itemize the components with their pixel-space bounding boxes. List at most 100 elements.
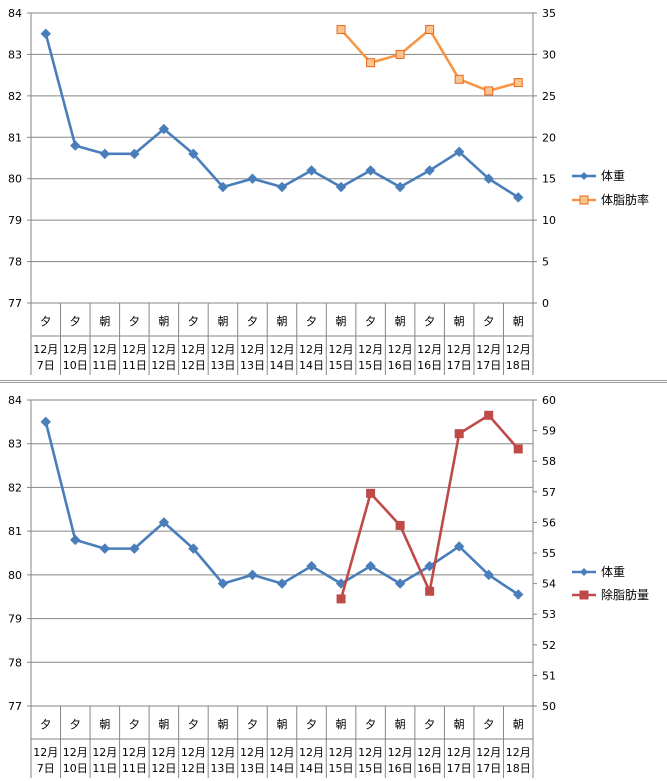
period-label: 朝 — [217, 315, 228, 328]
period-label: 朝 — [454, 315, 465, 328]
data-point — [365, 165, 376, 176]
data-point — [366, 488, 376, 498]
y2-tick-label: 5 — [542, 256, 549, 269]
data-point — [70, 534, 81, 546]
data-point — [188, 148, 199, 160]
date-label-month: 12月 — [506, 746, 531, 759]
date-label-month: 12月 — [270, 746, 295, 759]
legend-marker — [579, 590, 589, 600]
date-label-month: 12月 — [476, 343, 501, 356]
data-point — [453, 146, 465, 157]
series-line — [44, 421, 519, 596]
date-label-day: 10日 — [63, 762, 88, 775]
data-point — [483, 173, 494, 184]
data-point — [40, 28, 51, 39]
date-label-day: 16日 — [417, 359, 442, 372]
y2-tick-label: 50 — [542, 700, 556, 713]
date-label-month: 12月 — [329, 343, 354, 356]
date-label-day: 11日 — [122, 359, 147, 372]
y2-tick-label: 35 — [542, 7, 556, 20]
period-label: 夕 — [247, 718, 258, 731]
date-label-day: 17日 — [476, 359, 501, 372]
data-point — [276, 181, 288, 193]
data-point — [99, 148, 111, 160]
date-label-month: 12月 — [92, 343, 117, 356]
period-label: 朝 — [336, 315, 347, 328]
date-label-month: 12月 — [506, 343, 531, 356]
date-label-month: 12月 — [417, 343, 442, 356]
y2-tick-label: 0 — [542, 297, 549, 310]
date-label-day: 10日 — [63, 359, 88, 372]
period-label: 夕 — [483, 315, 494, 328]
data-point — [335, 181, 347, 193]
legend-marker — [580, 568, 588, 576]
y-tick-label: 77 — [8, 700, 22, 713]
data-point — [306, 165, 317, 176]
period-label: 夕 — [424, 315, 435, 328]
data-point — [188, 543, 199, 554]
period-label: 朝 — [158, 718, 169, 731]
chart-separator — [0, 380, 667, 383]
data-point — [247, 173, 258, 184]
y2-tick-label: 58 — [542, 455, 556, 468]
date-label-day: 15日 — [329, 359, 354, 372]
y2-tick-label: 51 — [542, 669, 556, 682]
period-label: 夕 — [306, 718, 317, 731]
period-label: 夕 — [365, 315, 376, 328]
date-label-day: 18日 — [506, 359, 531, 372]
data-point — [394, 181, 406, 193]
date-label-month: 12月 — [240, 343, 265, 356]
y-tick-label: 78 — [8, 256, 22, 269]
y2-tick-label: 59 — [542, 425, 556, 438]
y-tick-label: 83 — [8, 48, 22, 61]
y-tick-label: 81 — [8, 525, 22, 538]
data-point — [513, 444, 523, 454]
y2-tick-label: 57 — [542, 486, 556, 499]
data-point — [217, 181, 229, 193]
date-label-month: 12月 — [447, 746, 472, 759]
y2-tick-label: 53 — [542, 608, 556, 621]
date-label-month: 12月 — [388, 343, 413, 356]
y2-tick-label: 52 — [542, 639, 556, 652]
date-label-month: 12月 — [388, 746, 413, 759]
legend-marker — [580, 172, 588, 180]
period-label: 朝 — [277, 718, 288, 731]
legend-label: 除脂肪量 — [601, 587, 649, 602]
y-tick-label: 80 — [8, 569, 22, 582]
date-label-day: 11日 — [122, 762, 147, 775]
period-label: 朝 — [395, 718, 406, 731]
date-label-month: 12月 — [299, 343, 324, 356]
weight-leanmass-chart: 77 78 79 80 81 82 83 84 50 51 52 53 54 55 56 57 58 59 60 夕 1… — [8, 394, 649, 778]
data-point — [484, 86, 494, 96]
period-label: 朝 — [454, 718, 465, 731]
data-point — [70, 140, 81, 151]
series-line — [339, 413, 520, 600]
date-label-day: 16日 — [417, 762, 442, 775]
date-label-day: 15日 — [329, 762, 354, 775]
date-label-day: 13日 — [240, 762, 265, 775]
date-label-day: 15日 — [358, 762, 383, 775]
period-label: 夕 — [70, 718, 81, 731]
data-point — [424, 560, 435, 572]
legend-label: 体重 — [601, 169, 625, 183]
data-point — [366, 58, 376, 68]
date-label-day: 17日 — [447, 359, 472, 372]
date-label-month: 12月 — [476, 746, 501, 759]
data-point — [394, 578, 406, 589]
date-label-day: 12日 — [181, 762, 206, 775]
date-label-month: 12月 — [417, 746, 442, 759]
date-label-month: 12月 — [63, 746, 88, 759]
y2-tick-label: 30 — [542, 48, 556, 61]
date-label-day: 11日 — [92, 359, 117, 372]
data-point — [453, 541, 465, 552]
date-label-month: 12月 — [270, 343, 295, 356]
date-label-day: 13日 — [210, 359, 235, 372]
date-label-month: 12月 — [151, 343, 176, 356]
data-point — [483, 569, 494, 581]
date-label-month: 12月 — [358, 343, 383, 356]
legend-label: 体重 — [601, 565, 625, 579]
date-label-month: 12月 — [210, 746, 235, 759]
date-label-month: 12月 — [181, 343, 206, 356]
y-tick-label: 78 — [8, 656, 22, 669]
